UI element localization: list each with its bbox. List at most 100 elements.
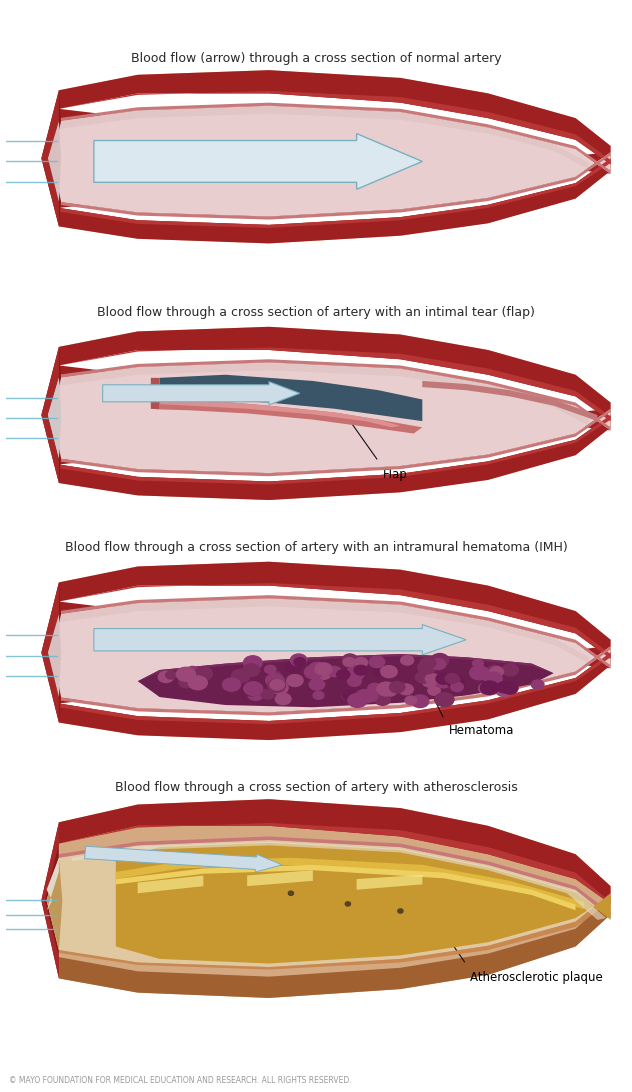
Circle shape [231,669,250,682]
Polygon shape [59,893,611,970]
Circle shape [291,654,307,666]
Circle shape [487,665,502,677]
Text: Blood flow through a cross section of artery with an intramural hematoma (IMH): Blood flow through a cross section of ar… [64,541,568,554]
Polygon shape [48,614,61,697]
Circle shape [379,682,398,697]
Circle shape [380,666,397,678]
Polygon shape [59,836,611,918]
Text: Blood flow (arrow) through a cross section of normal artery: Blood flow (arrow) through a cross secti… [131,52,501,66]
Polygon shape [72,842,606,919]
Circle shape [327,666,341,677]
Polygon shape [59,897,611,998]
Polygon shape [41,91,61,226]
Circle shape [415,672,432,684]
Polygon shape [59,652,611,724]
Circle shape [265,686,281,698]
Circle shape [532,680,544,689]
Polygon shape [59,840,611,968]
Polygon shape [47,858,63,950]
Circle shape [496,684,513,697]
Polygon shape [59,799,611,904]
Polygon shape [41,347,61,483]
Circle shape [355,657,368,667]
Circle shape [337,669,349,679]
Polygon shape [59,327,611,430]
Polygon shape [59,327,611,500]
Circle shape [265,674,284,687]
Text: Atherosclerotic plaque: Atherosclerotic plaque [470,972,603,984]
Polygon shape [48,378,61,459]
Polygon shape [59,561,611,668]
Polygon shape [41,822,59,978]
Circle shape [502,664,519,676]
Polygon shape [59,598,611,712]
Circle shape [248,689,264,700]
Circle shape [354,665,368,675]
Circle shape [428,686,441,696]
Circle shape [478,682,494,693]
Circle shape [430,658,446,669]
Polygon shape [41,347,59,483]
Polygon shape [116,858,585,910]
Polygon shape [59,415,611,485]
Circle shape [369,656,385,667]
Polygon shape [41,582,61,723]
Circle shape [420,657,436,669]
Circle shape [270,679,284,690]
Polygon shape [59,152,611,244]
FancyArrow shape [94,625,466,655]
Circle shape [243,656,262,669]
Circle shape [473,660,483,667]
Circle shape [270,672,281,679]
Polygon shape [59,103,611,174]
Circle shape [502,682,518,695]
Polygon shape [59,347,611,422]
Circle shape [158,672,174,682]
Polygon shape [59,363,611,473]
Circle shape [480,681,499,695]
Circle shape [348,693,367,708]
Circle shape [431,653,449,667]
Polygon shape [138,654,554,681]
Circle shape [315,663,332,675]
Circle shape [374,666,389,677]
Circle shape [348,676,362,687]
Polygon shape [59,646,611,715]
Polygon shape [138,876,204,893]
Circle shape [194,667,212,680]
Circle shape [435,692,454,707]
Polygon shape [41,91,59,226]
Circle shape [294,657,306,666]
Circle shape [470,666,489,680]
Polygon shape [47,858,59,911]
Text: Flap: Flap [383,467,408,480]
Circle shape [309,666,321,675]
Circle shape [243,685,259,696]
Circle shape [497,681,512,692]
Text: Blood flow through a cross section of artery with an intimal tear (flap): Blood flow through a cross section of ar… [97,306,535,319]
Circle shape [185,666,200,677]
Polygon shape [59,70,611,174]
Polygon shape [247,870,313,887]
Circle shape [368,684,381,693]
Circle shape [222,678,241,691]
Circle shape [380,666,391,674]
Polygon shape [48,378,61,459]
Polygon shape [59,823,611,904]
Polygon shape [59,799,611,998]
Polygon shape [59,106,611,216]
Circle shape [176,667,195,681]
Polygon shape [59,359,611,430]
Polygon shape [159,400,422,434]
Circle shape [377,682,396,696]
Circle shape [247,658,262,669]
Circle shape [286,662,301,673]
Polygon shape [356,875,422,890]
Polygon shape [59,408,611,476]
Polygon shape [151,378,159,410]
Polygon shape [59,106,588,169]
Polygon shape [59,363,588,426]
Polygon shape [59,70,611,244]
Circle shape [399,684,413,695]
Polygon shape [59,646,611,740]
